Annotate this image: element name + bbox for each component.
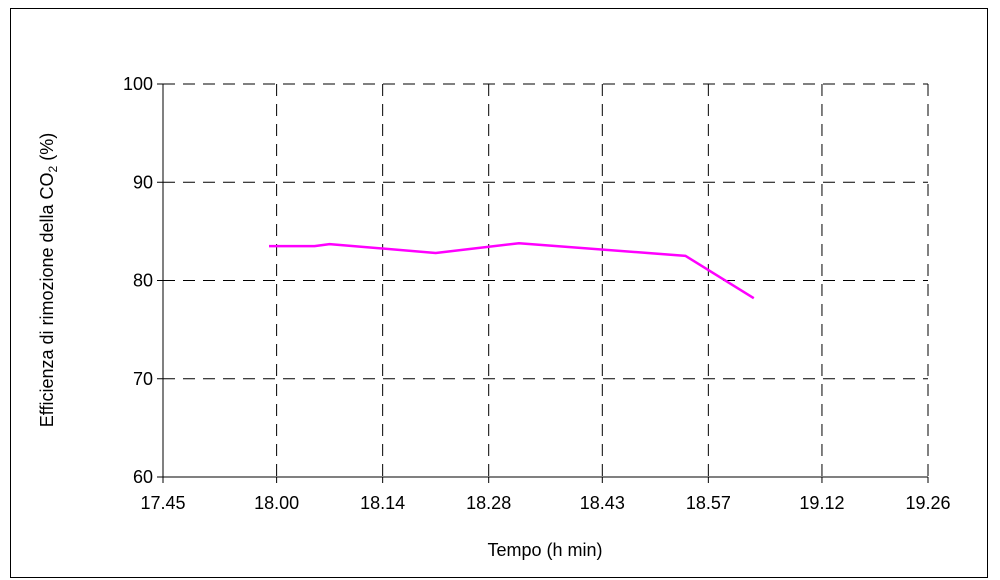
- series-line: [269, 241, 755, 300]
- y-tick-label: 60: [133, 467, 153, 487]
- y-axis-title-suffix: (%): [37, 133, 57, 166]
- y-tick-label: 80: [133, 271, 153, 291]
- x-tick-label: 18.14: [360, 493, 405, 513]
- x-tick-label: 19.12: [799, 493, 844, 513]
- x-tick-label: 18.00: [254, 493, 299, 513]
- x-tick-label: 18.43: [580, 493, 625, 513]
- series-layer: [269, 241, 755, 300]
- chart-frame: [10, 8, 988, 578]
- x-tick-label: 18.28: [466, 493, 511, 513]
- x-axis-title: Tempo (h min): [487, 540, 602, 560]
- axis-layer: 60 70 80 90 100 17.45 18.00 18.14 18.28 18.43 18.5…: [123, 74, 951, 513]
- y-axis-title-subscript: 2: [46, 165, 60, 172]
- x-tick-label: 17.45: [140, 493, 185, 513]
- x-tick-label: 18.57: [686, 493, 731, 513]
- y-axis-title-main: Efficienza di rimozione della CO: [37, 172, 57, 427]
- x-tick-label: 19.26: [905, 493, 950, 513]
- grid-layer: [163, 83, 929, 477]
- y-axis-title: Efficienza di rimozione della CO2 (%): [37, 133, 60, 427]
- y-tick-label: 90: [133, 172, 153, 192]
- y-tick-label: 70: [133, 369, 153, 389]
- y-tick-label: 100: [123, 74, 153, 94]
- label-layer: Tempo (h min) Efficienza di rimozione de…: [37, 133, 603, 560]
